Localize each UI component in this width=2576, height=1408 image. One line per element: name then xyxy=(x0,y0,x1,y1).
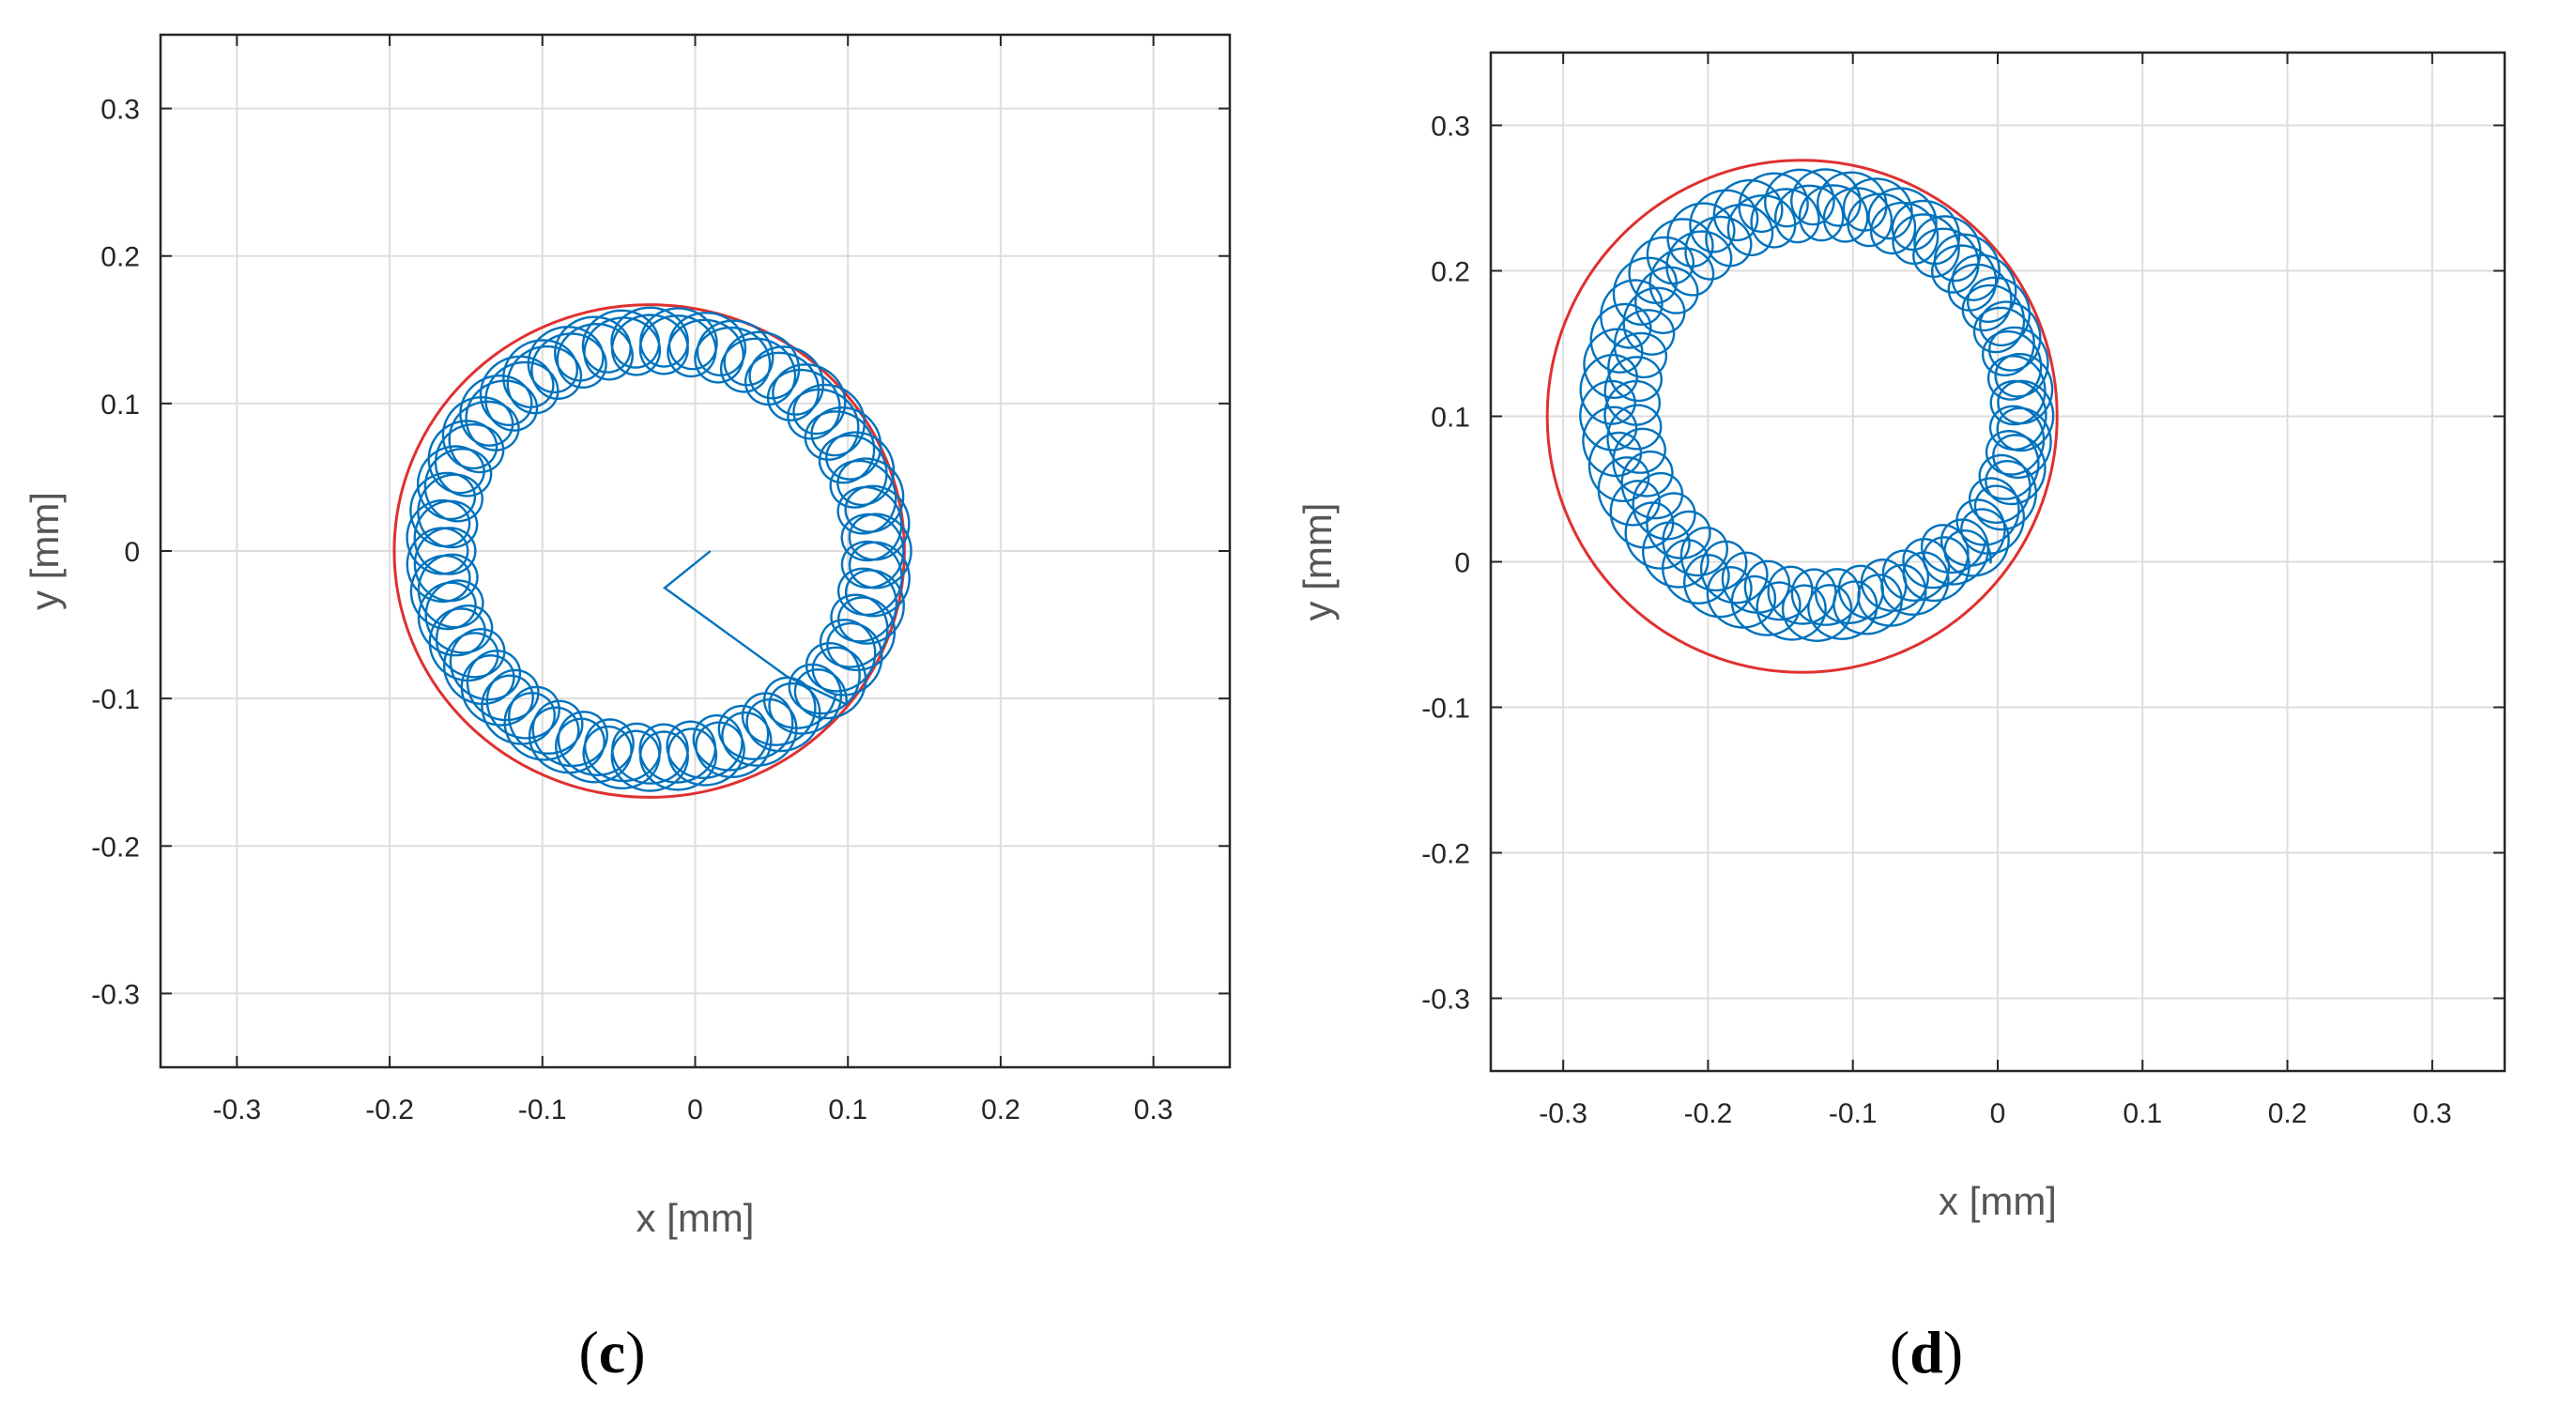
xtick-label-neg0p2-c: -0.2 xyxy=(365,1094,414,1125)
xtick-label-0p2-c: 0.2 xyxy=(981,1094,1020,1125)
y-axis-label-d: y [mm] xyxy=(1296,503,1340,621)
y-tick-labels-c: 0.3 0.2 0.1 0 -0.1 -0.2 -0.3 xyxy=(91,95,1230,1010)
series-layer-c xyxy=(392,303,912,799)
ytick-label-neg0p1-c: -0.1 xyxy=(91,684,140,715)
reference-circle-d xyxy=(1545,159,2059,674)
grid-lines-d xyxy=(1491,53,2505,1071)
panel-label-d-open: ( xyxy=(1890,1319,1909,1385)
tool-path-c xyxy=(406,306,912,792)
series-layer-d xyxy=(1545,159,2059,674)
panel-c-chart: -0.3 -0.2 -0.1 0 0.1 0.2 0.3 0.30.20.10-0.1-0.… xyxy=(23,33,1232,1385)
panel-label-d-close: ) xyxy=(1943,1319,1963,1385)
xtick-label-0-c: 0 xyxy=(687,1094,703,1125)
xtick-label-0p1-c: 0.1 xyxy=(828,1094,867,1125)
xtick-label-0p3-d: 0.3 xyxy=(2413,1098,2452,1129)
panel-label-d: (d) xyxy=(1890,1319,1963,1385)
xtick-label-neg0p1-d: -0.1 xyxy=(1829,1098,1878,1129)
ytick-label-neg0p3-d: -0.3 xyxy=(1421,985,1470,1016)
xtick-label-neg0p3-d: -0.3 xyxy=(1539,1098,1587,1129)
ytick-label-0-d: 0 xyxy=(1454,548,1470,579)
panel-label-c-close: ) xyxy=(625,1319,645,1385)
panel-label-c-letter: c xyxy=(599,1319,625,1385)
ytick-label-neg0p2-c: -0.2 xyxy=(91,832,140,863)
tool-path-d xyxy=(1579,168,2055,643)
ytick-label-0p1-c: 0.1 xyxy=(100,390,140,421)
ytick-label-0p3-c: 0.3 xyxy=(100,95,140,126)
ytick-label-0p2-c: 0.2 xyxy=(100,242,140,273)
y-tick-labels-d: 0.3 0.2 0.1 0 -0.1 -0.2 -0.3 xyxy=(1421,112,2505,1016)
xtick-label-0p3-c: 0.3 xyxy=(1134,1094,1173,1125)
xtick-label-neg0p2-d: -0.2 xyxy=(1684,1098,1733,1129)
panel-label-d-letter: d xyxy=(1909,1319,1943,1385)
panel-label-c-open: ( xyxy=(578,1319,598,1385)
ytick-label-0p1-d: 0.1 xyxy=(1431,403,1470,434)
ytick-label-0p3-d: 0.3 xyxy=(1431,112,1470,143)
xtick-label-0-d: 0 xyxy=(1990,1098,2006,1129)
xtick-label-neg0p3-c: -0.3 xyxy=(213,1094,262,1125)
ytick-label-neg0p2-d: -0.2 xyxy=(1421,839,1470,870)
ytick-label-neg0p1-d: -0.1 xyxy=(1421,694,1470,725)
panel-label-c: (c) xyxy=(578,1319,645,1385)
xtick-label-0p2-d: 0.2 xyxy=(2268,1098,2308,1129)
ytick-label-0p2-d: 0.2 xyxy=(1431,257,1470,288)
ytick-label-neg0p3-c: -0.3 xyxy=(91,979,140,1010)
panel-d-chart: -0.3 -0.2 -0.1 0 0.1 0.2 0.3 0.30.20.10-0.1-0.… xyxy=(1296,51,2507,1385)
x-axis-label-d: x [mm] xyxy=(1939,1179,2057,1223)
x-axis-label-c: x [mm] xyxy=(636,1196,755,1240)
x-tick-labels-d: -0.3 -0.2 -0.1 0 0.1 0.2 0.3 xyxy=(1539,53,2452,1129)
y-axis-label-c: y [mm] xyxy=(23,492,67,610)
ytick-label-0-c: 0 xyxy=(124,537,140,568)
xtick-label-neg0p1-c: -0.1 xyxy=(518,1094,567,1125)
x-tick-labels-c: -0.3 -0.2 -0.1 0 0.1 0.2 0.3 xyxy=(213,35,1173,1125)
xtick-label-0p1-d: 0.1 xyxy=(2123,1098,2162,1129)
